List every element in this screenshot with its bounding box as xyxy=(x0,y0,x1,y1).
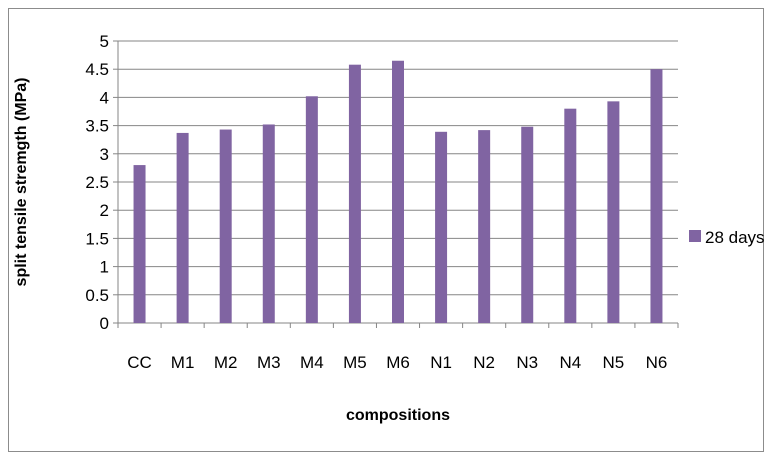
y-tick-labels: 0 0.5 1 1.5 2 2.5 3 3.5 4 4.5 5 xyxy=(85,32,109,333)
bar-m2 xyxy=(219,129,232,323)
x-tick-label: N5 xyxy=(603,353,625,372)
bar-cc xyxy=(133,165,146,323)
x-tick-label: N4 xyxy=(559,353,581,372)
x-tick-label: M2 xyxy=(214,353,238,372)
y-tick-label: 2 xyxy=(100,201,109,220)
y-tick-label: 1.5 xyxy=(85,229,109,248)
bar-m4 xyxy=(305,96,318,323)
bar-n1 xyxy=(435,131,448,323)
x-tick-label: M3 xyxy=(257,353,281,372)
x-axis-title: compositions xyxy=(346,407,450,424)
y-axis-title: split tensile stremgth (MPa) xyxy=(13,78,30,287)
y-tick-label: 0.5 xyxy=(85,286,109,305)
x-tick-label: M6 xyxy=(386,353,410,372)
y-tick-label: 0 xyxy=(100,314,109,333)
legend: 28 days xyxy=(689,228,765,247)
x-tick-label: N3 xyxy=(516,353,538,372)
bar-n5 xyxy=(607,101,620,324)
bar-n4 xyxy=(564,108,577,324)
y-tick-label: 3.5 xyxy=(85,117,109,136)
bar-m6 xyxy=(392,60,404,324)
y-tick-label: 4.5 xyxy=(85,60,109,79)
bar-m1 xyxy=(176,132,189,323)
y-tick-label: 5 xyxy=(100,32,109,51)
bar-n6 xyxy=(650,69,663,323)
x-tick-label: CC xyxy=(127,353,152,372)
x-tick-labels: CC M1 M2 M3 M4 M5 M6 N1 N2 N3 N4 N5 N6 xyxy=(127,353,667,372)
y-tick-label: 2.5 xyxy=(85,173,109,192)
y-tick-label: 3 xyxy=(100,145,109,164)
bar-n2 xyxy=(478,130,491,323)
x-tick-label: N2 xyxy=(473,353,495,372)
x-tick-label: M4 xyxy=(300,353,324,372)
bar-m3 xyxy=(262,124,275,323)
y-tick-label: 4 xyxy=(100,88,109,107)
bar-m5 xyxy=(348,64,361,324)
x-tick-label: N6 xyxy=(646,353,668,372)
legend-swatch xyxy=(689,230,701,242)
x-tick-label: M5 xyxy=(343,353,367,372)
legend-label: 28 days xyxy=(705,228,765,247)
x-tick-label: N1 xyxy=(430,353,452,372)
bar-series xyxy=(133,60,663,324)
y-tick-label: 1 xyxy=(100,258,109,277)
bar-n3 xyxy=(521,126,534,323)
x-tick-label: M1 xyxy=(171,353,195,372)
